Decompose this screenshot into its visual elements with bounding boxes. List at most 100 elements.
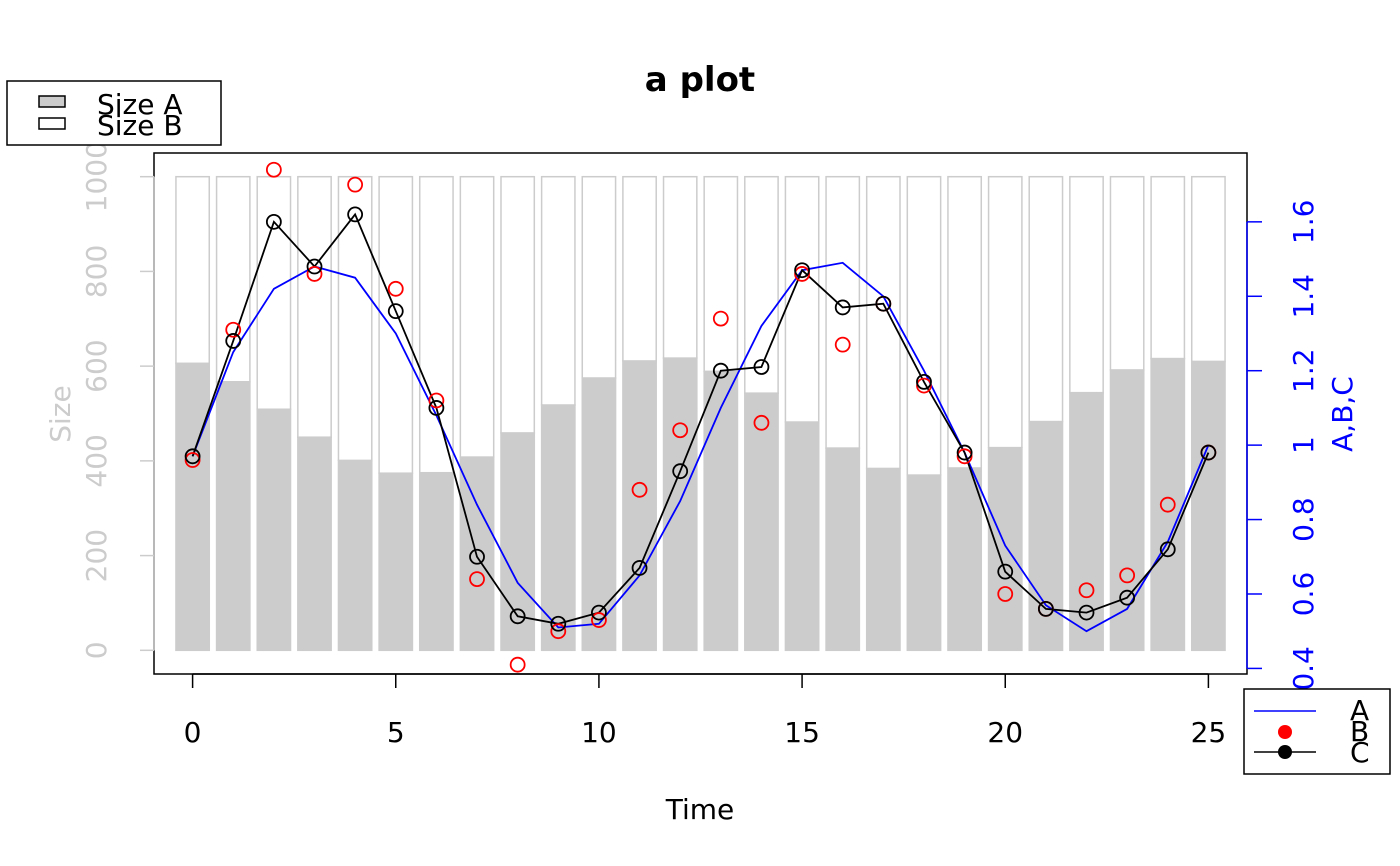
- point-b-7: [469, 571, 485, 588]
- bar-size-a-9: [540, 404, 576, 652]
- x-tick-label-5: 5: [387, 716, 405, 749]
- y-left-axis: 0 200 400 600 800 1000: [80, 141, 155, 659]
- point-c-9: [550, 615, 567, 632]
- y-right-tick-label-1: 1: [1287, 436, 1320, 454]
- bar-size-b-10: [581, 175, 617, 379]
- bar-size-b-16: [825, 175, 861, 449]
- point-b-8: [509, 656, 526, 673]
- point-c-13: [712, 362, 729, 379]
- bars-layer: [175, 175, 1226, 652]
- y-left-tick-label-800: 800: [80, 245, 113, 298]
- bar-size-a-15: [784, 421, 820, 652]
- bar-size-b-24: [1150, 175, 1186, 360]
- point-c-21: [1037, 600, 1054, 617]
- point-c-2: [265, 213, 282, 230]
- point-b-19: [956, 448, 973, 465]
- series-line-c: [191, 212, 1210, 625]
- bar-size-a-19: [947, 467, 983, 652]
- series-line-a: [191, 261, 1210, 633]
- bar-size-a-1: [215, 381, 251, 652]
- y-right-axis: 0.4 0.6 0.8 1 1.2 1.4 1.6: [1246, 200, 1320, 691]
- point-c-22: [1078, 604, 1095, 621]
- y-right-tick-label-1.4: 1.4: [1287, 274, 1320, 319]
- point-c-12: [672, 463, 689, 480]
- point-c-24: [1159, 541, 1176, 558]
- bar-legend: Size A Size B: [6, 80, 222, 146]
- lines-layer: [191, 212, 1210, 633]
- bar-size-a-12: [662, 357, 698, 652]
- point-b-22: [1078, 582, 1095, 599]
- bar-size-a-22: [1069, 391, 1104, 652]
- point-c-14: [753, 359, 770, 375]
- point-c-16: [834, 299, 851, 316]
- point-c-5: [387, 303, 404, 320]
- bar-size-a-18: [906, 474, 942, 652]
- point-b-6: [428, 392, 445, 409]
- bar-size-a-3: [297, 436, 332, 652]
- y-left-axis-label: Size: [44, 385, 77, 442]
- point-b-9: [550, 623, 567, 640]
- bar-size-b-14: [744, 175, 779, 394]
- bar-size-a-11: [622, 360, 657, 652]
- bar-size-a-0: [175, 362, 211, 652]
- point-b-0: [184, 452, 201, 468]
- point-b-14: [753, 414, 770, 431]
- bar-size-b-25: [1190, 175, 1226, 363]
- legend-label-size-a: Size A: [97, 88, 183, 121]
- bar-size-a-13: [703, 370, 739, 652]
- x-tick-label-20: 20: [987, 716, 1023, 749]
- legend-label-c: C: [1350, 736, 1370, 769]
- point-b-12: [672, 422, 689, 439]
- legend-label-a: A: [1350, 694, 1369, 727]
- point-b-4: [347, 176, 364, 193]
- bar-size-b-13: [703, 175, 739, 373]
- point-b-5: [387, 280, 404, 297]
- legend-swatch-size-a: [38, 95, 66, 108]
- x-tick-label-0: 0: [184, 716, 202, 749]
- legend-label-b: B: [1350, 715, 1369, 748]
- point-b-18: [916, 377, 932, 394]
- x-axis: 0 5 10 15 20 25: [184, 673, 1226, 749]
- bar-size-b-3: [297, 175, 332, 438]
- point-c-8: [509, 608, 526, 625]
- bar-size-b-23: [1109, 175, 1145, 371]
- y-left-tick-label-200: 200: [80, 529, 113, 582]
- bar-size-a-24: [1150, 357, 1186, 652]
- point-c-25: [1200, 444, 1217, 461]
- point-c-4: [347, 206, 364, 223]
- point-b-16: [834, 336, 851, 353]
- bar-size-b-2: [256, 175, 292, 410]
- legend-marker-b: [1278, 725, 1292, 739]
- bar-legend-box: [6, 80, 222, 146]
- y-right-tick-label-0.8: 0.8: [1287, 497, 1320, 542]
- bar-size-a-6: [418, 471, 454, 652]
- y-right-axis-label: A,B,C: [1326, 376, 1359, 452]
- bar-size-b-19: [947, 175, 983, 469]
- y-right-tick-label-1.2: 1.2: [1287, 348, 1320, 393]
- point-b-20: [997, 586, 1014, 602]
- point-c-11: [631, 560, 648, 576]
- bar-size-b-17: [865, 175, 901, 470]
- legend-swatch-size-b: [38, 117, 66, 130]
- point-b-13: [712, 310, 729, 327]
- point-c-18: [916, 373, 932, 390]
- y-left-tick-label-1000: 1000: [80, 141, 113, 212]
- bar-size-b-9: [540, 175, 576, 406]
- legend-label-size-b: Size B: [97, 109, 183, 142]
- point-b-23: [1119, 567, 1136, 584]
- bar-size-b-12: [662, 175, 698, 359]
- point-c-17: [875, 295, 892, 312]
- bar-size-a-17: [865, 467, 901, 652]
- x-axis-label: Time: [665, 793, 735, 826]
- bar-size-b-21: [1028, 175, 1064, 423]
- point-c-3: [306, 258, 323, 275]
- bar-size-b-18: [906, 175, 942, 476]
- line-legend: A B C: [1243, 688, 1391, 775]
- point-c-1: [225, 333, 242, 349]
- x-tick-label-15: 15: [784, 716, 820, 749]
- bar-size-b-8: [500, 175, 536, 434]
- bar-size-a-14: [744, 392, 779, 652]
- y-right-tick-label-0.6: 0.6: [1287, 572, 1320, 617]
- point-c-10: [591, 604, 607, 621]
- bar-size-b-20: [987, 175, 1023, 449]
